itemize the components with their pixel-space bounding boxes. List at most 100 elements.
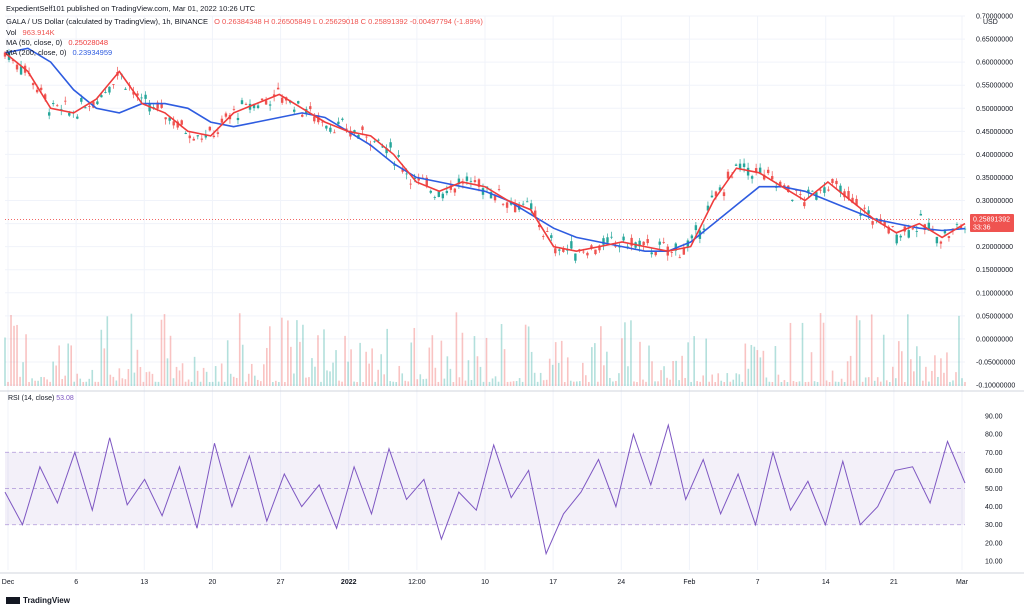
volume-bar xyxy=(247,373,250,386)
volume-bar xyxy=(533,372,536,386)
volume-bar xyxy=(864,377,867,386)
candle-body xyxy=(208,126,212,131)
price-tick-label: 0.35000000 xyxy=(976,175,1013,182)
candle-body xyxy=(883,221,886,226)
volume-bar xyxy=(615,380,617,386)
rsi-tick-label: 70.00 xyxy=(985,450,1003,457)
volume-bar xyxy=(870,314,873,386)
volume-bar xyxy=(100,329,103,386)
volume-bar xyxy=(925,366,927,386)
volume-bar xyxy=(913,371,915,386)
candle-body xyxy=(381,146,384,148)
volume-bar xyxy=(139,366,142,386)
volume-bar xyxy=(795,381,798,386)
price-tick-label: 0.55000000 xyxy=(976,83,1013,90)
candle-body xyxy=(758,167,762,174)
volume-bar xyxy=(527,326,530,386)
volume-bar xyxy=(440,340,443,386)
time-tick-label: 10 xyxy=(481,579,489,586)
volume-bar xyxy=(284,381,286,386)
volume-bar xyxy=(82,381,85,386)
volume-bar xyxy=(560,340,563,386)
tradingview-brand[interactable]: TradingView xyxy=(6,596,70,605)
candle-body xyxy=(136,93,139,96)
candle-body xyxy=(827,189,830,191)
candle-body xyxy=(843,191,846,198)
volume-bar xyxy=(798,381,801,386)
candle-body xyxy=(646,239,649,244)
vol-label[interactable]: Vol xyxy=(6,28,17,37)
volume-bar xyxy=(479,366,482,386)
volume-bar xyxy=(323,329,325,386)
candle-body xyxy=(188,135,191,139)
candle-body xyxy=(140,97,143,99)
candle-body xyxy=(429,190,432,193)
volume-bar xyxy=(389,381,392,386)
candle-body xyxy=(529,203,533,210)
volume-bar xyxy=(627,366,629,386)
symbol-title[interactable]: GALA / US Dollar (calculated by TradingV… xyxy=(6,17,209,26)
volume-bar xyxy=(768,381,771,386)
last-price-value: 0.25891392 xyxy=(973,217,1010,224)
candle-body xyxy=(341,118,344,120)
candle-body xyxy=(389,142,392,148)
candle-body xyxy=(799,193,802,195)
volume-bar xyxy=(305,377,307,386)
volume-bar xyxy=(952,380,954,386)
volume-bar xyxy=(684,377,686,386)
volume-bar xyxy=(425,378,428,386)
volume-bar xyxy=(256,379,259,386)
candle-body xyxy=(839,185,842,193)
candle-body xyxy=(417,178,420,181)
candle-body xyxy=(714,191,718,197)
volume-bar xyxy=(374,381,376,386)
volume-bar xyxy=(762,350,765,386)
volume-bar xyxy=(491,378,494,386)
candle-body xyxy=(538,224,541,228)
volume-bar xyxy=(136,349,139,386)
last-price-countdown: 33:36 xyxy=(973,225,991,232)
price-grid xyxy=(5,15,965,570)
candle-body xyxy=(895,234,898,244)
volume-bar xyxy=(663,366,665,386)
volume-bar xyxy=(624,322,626,386)
candle-body xyxy=(329,127,332,132)
volume-bar xyxy=(741,381,744,386)
volume-bar xyxy=(937,376,939,386)
ma200-label[interactable]: MA (200, close, 0) xyxy=(6,48,67,57)
time-tick-label: 12:00 xyxy=(408,579,426,586)
volume-bar xyxy=(172,378,175,386)
volume-bar xyxy=(392,381,395,386)
volume-bar xyxy=(949,381,951,386)
volume-bar xyxy=(907,314,909,386)
volume-bar xyxy=(148,371,151,386)
volume-bar xyxy=(43,377,45,386)
volume-bar xyxy=(4,337,6,386)
price-tick-label: 0.60000000 xyxy=(976,60,1013,67)
volume-bar xyxy=(792,381,795,386)
candle-body xyxy=(899,235,902,238)
volume-bar xyxy=(217,381,220,386)
volume-bar xyxy=(783,380,786,386)
volume-bar xyxy=(672,361,674,386)
price-tick-label: 0.45000000 xyxy=(976,129,1013,136)
volume-bar xyxy=(401,373,404,386)
volume-bar xyxy=(52,361,54,386)
publisher-line: ExpedientSelf101 published on TradingVie… xyxy=(6,4,259,13)
price-tick-label: 0.65000000 xyxy=(976,37,1013,44)
candle-body xyxy=(734,164,738,166)
price-tick-label: -0.10000000 xyxy=(976,383,1015,390)
volume-bar xyxy=(888,381,891,386)
volume-bar xyxy=(545,379,548,386)
volume-bar xyxy=(591,347,593,386)
candle-body xyxy=(493,195,497,201)
candle-body xyxy=(333,132,336,134)
candle-body xyxy=(39,87,43,90)
volume-bar xyxy=(509,381,512,386)
volume-bar xyxy=(380,354,382,386)
candle-body xyxy=(112,84,115,85)
ma50-label[interactable]: MA (50, close, 0) xyxy=(6,38,63,47)
volume-bar xyxy=(786,381,789,386)
volume-bar xyxy=(744,343,747,386)
candle-body xyxy=(301,114,304,117)
